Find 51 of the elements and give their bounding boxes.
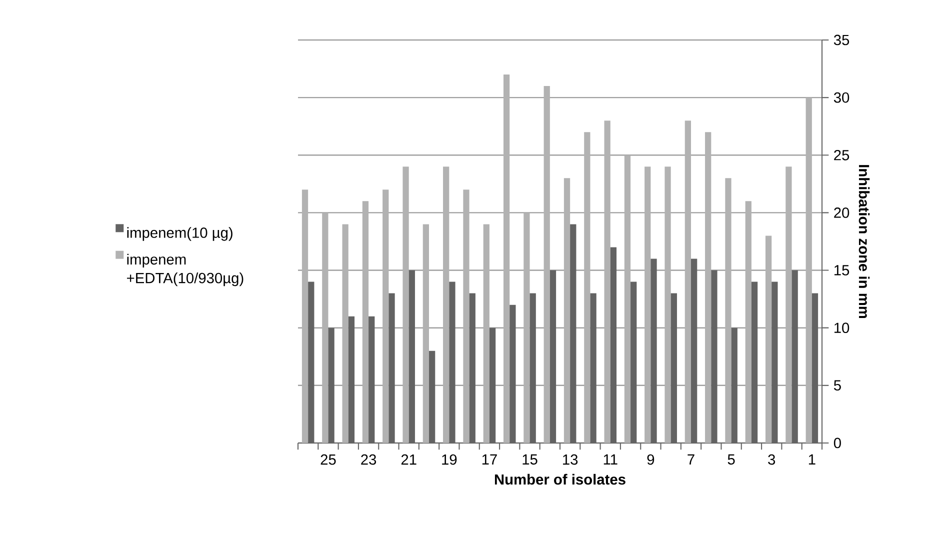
bar xyxy=(644,166,651,443)
y-tick-label: 25 xyxy=(834,150,850,160)
y-tick-label: 35 xyxy=(834,34,850,46)
bar xyxy=(483,224,490,443)
legend-label: impenem +EDTA(10/930µg) xyxy=(127,254,244,286)
y-tick-label: 5 xyxy=(834,380,841,391)
y-tick-label: 10 xyxy=(834,322,850,334)
x-tick-label: 9 xyxy=(647,454,654,465)
x-tick-label: 1 xyxy=(808,454,816,464)
bar xyxy=(604,120,610,443)
bar xyxy=(503,74,510,443)
bar xyxy=(664,166,671,443)
y-tick-label: 15 xyxy=(834,265,850,276)
bar xyxy=(443,166,450,443)
bar xyxy=(765,236,772,443)
bar xyxy=(544,86,550,443)
x-tick-label: 21 xyxy=(401,454,416,465)
bar xyxy=(705,132,712,443)
y-tick-label: 0 xyxy=(834,438,841,448)
y-tick-label: 30 xyxy=(834,92,850,103)
bar xyxy=(422,224,429,443)
bar xyxy=(806,98,812,443)
bar xyxy=(382,190,389,443)
bar xyxy=(725,178,732,443)
bar xyxy=(584,132,590,443)
bar xyxy=(302,190,308,443)
y-axis-title: Inhibation zone in mm xyxy=(858,165,870,318)
bar xyxy=(624,155,631,443)
bar xyxy=(402,166,409,443)
x-tick-label: 7 xyxy=(688,454,694,464)
bar xyxy=(524,212,530,443)
bar xyxy=(362,201,369,443)
x-tick-label: 3 xyxy=(768,454,776,465)
bar xyxy=(463,190,470,443)
x-tick-label: 19 xyxy=(442,454,457,465)
x-tick-label: 13 xyxy=(563,454,578,465)
bar xyxy=(564,178,570,443)
x-tick-label: 17 xyxy=(482,454,497,464)
x-tick-label: 5 xyxy=(728,454,735,465)
y-tick-label: 20 xyxy=(834,208,850,218)
legend-label: impenem(10 µg) xyxy=(127,227,232,241)
bar xyxy=(684,120,691,443)
bar xyxy=(342,224,348,443)
x-axis-title: Number of isolates xyxy=(494,474,626,485)
bar xyxy=(786,166,792,443)
bar xyxy=(322,212,328,443)
x-tick-label: 25 xyxy=(320,454,336,465)
x-tick-label: 15 xyxy=(522,454,538,465)
bar xyxy=(745,201,752,443)
x-tick-label: 11 xyxy=(604,454,618,464)
x-tick-label: 23 xyxy=(361,454,376,465)
